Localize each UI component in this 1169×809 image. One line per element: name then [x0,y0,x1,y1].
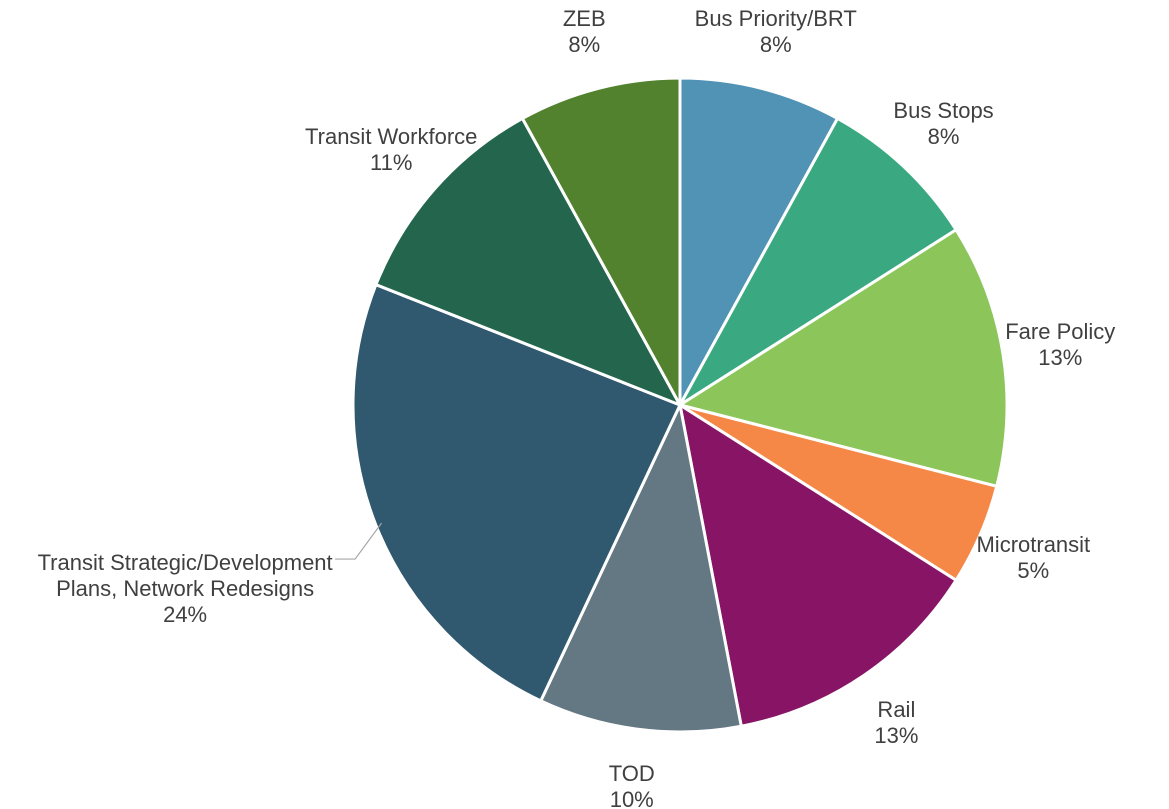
value-label: 8% [759,32,792,58]
data-label: Bus Priority/BRT 8% [695,6,857,58]
value-label: 13% [1038,344,1083,370]
value-label: 11% [370,150,413,176]
data-label: Transit Strategic/Development Plans, Net… [20,550,350,628]
data-label: ZEB 8% [563,6,606,58]
leader-line [335,522,383,560]
value-label: 10% [609,786,654,809]
pie-slice [676,227,1009,489]
pie-slice [351,282,683,703]
data-label: Bus Stops 8% [893,98,993,150]
category-label: Fare Policy [1005,318,1116,344]
value-label: 5% [1017,557,1050,583]
category-label: Bus Priority/BRT [694,6,857,32]
value-label: 8% [568,32,601,58]
pie-slice [538,400,744,734]
category-label: TOD [608,760,655,786]
data-label: Microtransit 5% [976,532,1090,584]
pie-slice [678,116,959,407]
data-label: Fare Policy 13% [1005,319,1115,371]
category-label: Rail [877,697,916,723]
category-label: Microtransit [976,531,1091,557]
category-label: Bus Stops [893,98,994,124]
pie-slice [677,401,959,728]
pie-slice [520,76,682,406]
category-label: Transit Workforce [305,124,478,150]
value-label: 13% [874,723,919,749]
data-label: TOD 10% [609,761,655,809]
value-label: 24% [163,602,208,628]
pie-slice [678,76,840,406]
data-label: Rail 13% [874,697,918,749]
category-label: Transit Strategic/Development Plans, Net… [37,550,333,602]
category-label: ZEB [562,6,606,32]
value-label: 8% [927,124,960,150]
data-label: Transit Workforce 11% [305,124,477,176]
pie-slice [374,116,684,408]
